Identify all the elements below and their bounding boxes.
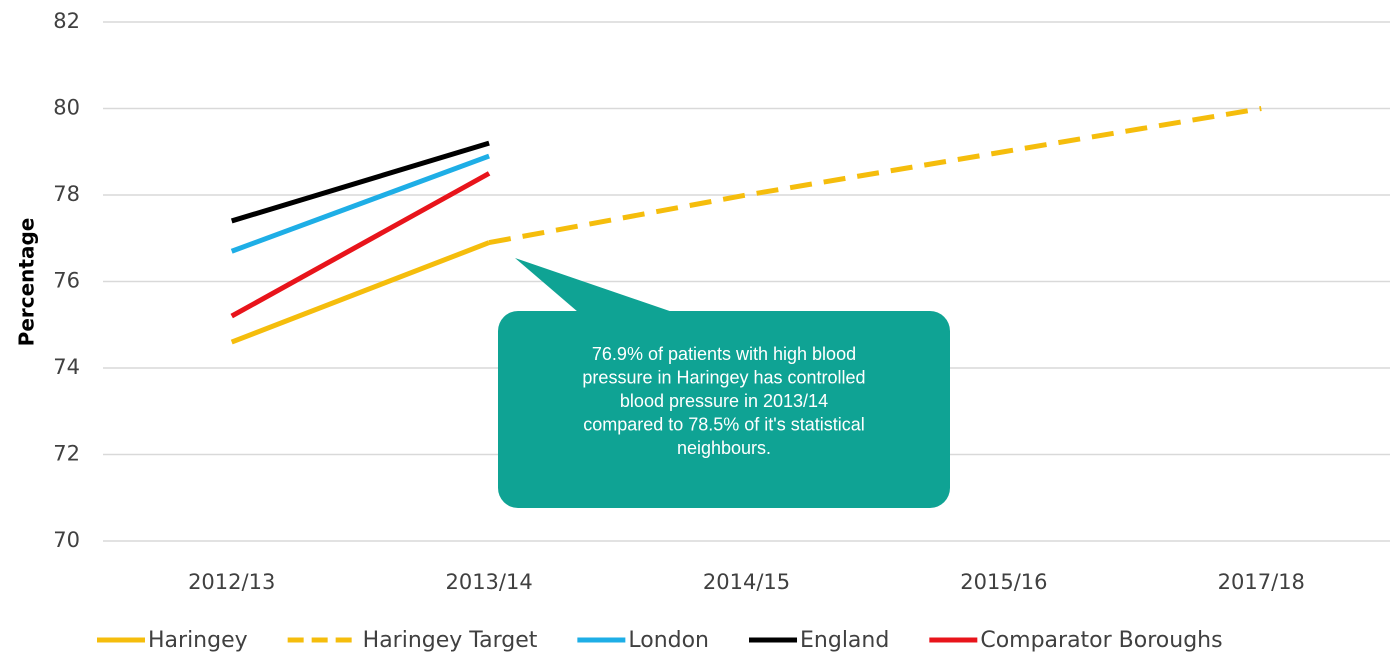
x-tick-label: 2017/18 xyxy=(1218,570,1305,594)
legend-label: England xyxy=(800,628,889,653)
series-line xyxy=(488,106,1262,246)
x-tick-label: 2013/14 xyxy=(445,570,532,594)
y-tick-label: 70 xyxy=(53,528,80,552)
series-line xyxy=(230,153,490,254)
y-tick-label: 72 xyxy=(53,442,80,466)
y-tick-label: 76 xyxy=(53,269,80,293)
series-line xyxy=(230,140,490,224)
callout-pointer xyxy=(515,258,690,318)
callout-text: neighbours. xyxy=(677,438,771,458)
y-axis-label: Percentage xyxy=(15,218,39,347)
y-tick-label: 78 xyxy=(53,182,80,206)
y-tick-label: 74 xyxy=(53,355,80,379)
legend-label: Haringey Target xyxy=(363,628,538,653)
legend-label: London xyxy=(628,628,709,653)
y-tick-label: 82 xyxy=(53,9,80,33)
callout-text: compared to 78.5% of it's statistical xyxy=(583,414,865,434)
series-line xyxy=(230,240,491,345)
y-tick-label: 80 xyxy=(53,96,80,120)
series-line xyxy=(230,171,491,319)
legend-label: Comparator Boroughs xyxy=(980,628,1222,653)
callout-text: pressure in Haringey has controlled xyxy=(582,367,865,387)
legend-label: Haringey xyxy=(148,628,248,653)
x-tick-label: 2015/16 xyxy=(960,570,1047,594)
callout-text: 76.9% of patients with high blood xyxy=(592,344,856,364)
x-tick-label: 2014/15 xyxy=(703,570,790,594)
callout: 76.9% of patients with high blood pressur… xyxy=(498,258,950,508)
x-tick-label: 2012/13 xyxy=(188,570,275,594)
callout-text: blood pressure in 2013/14 xyxy=(620,391,828,411)
callout-box xyxy=(498,311,950,508)
